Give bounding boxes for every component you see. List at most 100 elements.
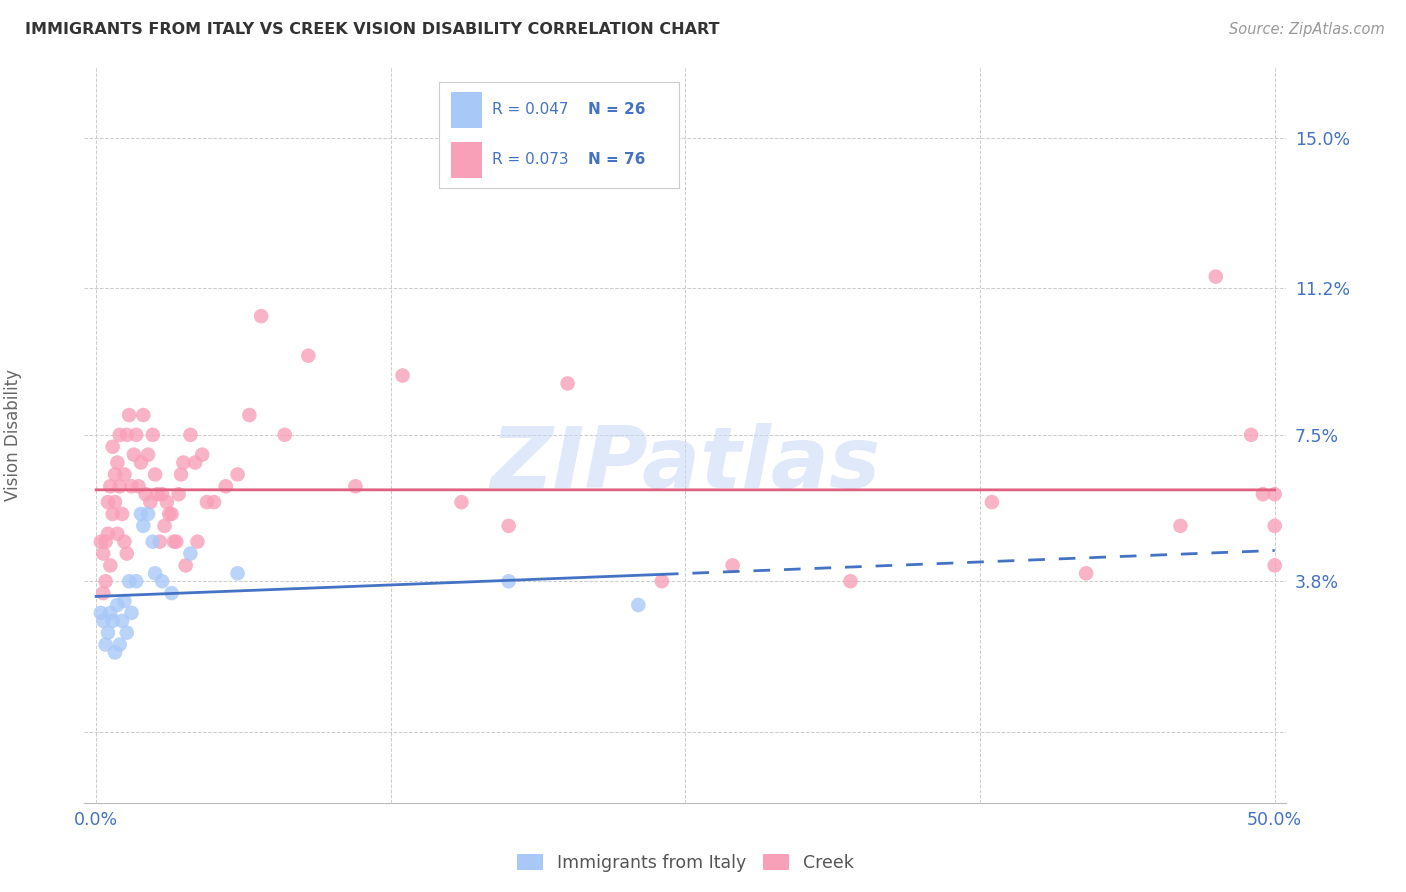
Point: [297, 349, 319, 363]
Point: [108, 638, 131, 652]
Point: [450, 495, 472, 509]
Point: [1170, 519, 1192, 533]
Point: [94, 574, 117, 589]
Point: [153, 519, 176, 533]
Point: [1264, 487, 1286, 501]
Point: [115, 547, 138, 561]
Point: [129, 456, 152, 470]
Point: [157, 507, 180, 521]
Point: [163, 534, 186, 549]
Point: [104, 645, 127, 659]
Point: [557, 376, 579, 391]
Point: [179, 547, 201, 561]
Point: [111, 507, 134, 521]
Point: [104, 467, 127, 482]
Point: [91, 614, 114, 628]
Point: [104, 495, 127, 509]
Point: [226, 467, 249, 482]
Point: [115, 428, 138, 442]
Point: [118, 574, 141, 589]
Point: [94, 534, 117, 549]
Point: [186, 534, 208, 549]
Point: [143, 467, 166, 482]
Point: [1240, 428, 1263, 442]
Point: [1264, 519, 1286, 533]
Point: [114, 534, 135, 549]
Point: [136, 448, 159, 462]
Point: [142, 534, 165, 549]
Point: [105, 526, 128, 541]
Point: [114, 594, 135, 608]
Point: [125, 574, 148, 589]
Point: [651, 574, 673, 589]
Text: IMMIGRANTS FROM ITALY VS CREEK VISION DISABILITY CORRELATION CHART: IMMIGRANTS FROM ITALY VS CREEK VISION DI…: [25, 22, 720, 37]
Point: [101, 614, 124, 628]
Point: [170, 467, 193, 482]
Point: [195, 495, 218, 509]
Point: [114, 467, 135, 482]
Point: [121, 479, 143, 493]
Point: [115, 625, 138, 640]
Point: [160, 586, 183, 600]
Legend: Immigrants from Italy, Creek: Immigrants from Italy, Creek: [510, 847, 860, 879]
Point: [132, 408, 155, 422]
Point: [101, 440, 124, 454]
Point: [97, 495, 120, 509]
Point: [498, 519, 520, 533]
Point: [143, 566, 166, 581]
Point: [139, 495, 162, 509]
Point: [98, 558, 121, 573]
Point: [108, 479, 131, 493]
Point: [135, 487, 157, 501]
Point: [97, 526, 120, 541]
Point: [250, 309, 273, 323]
Point: [179, 428, 201, 442]
Point: [165, 534, 187, 549]
Point: [191, 448, 214, 462]
Point: [1251, 487, 1274, 501]
Point: [344, 479, 367, 493]
Point: [98, 479, 121, 493]
Point: [202, 495, 225, 509]
Point: [97, 625, 120, 640]
Point: [108, 428, 131, 442]
Point: [172, 456, 194, 470]
Point: [273, 428, 295, 442]
Point: [90, 534, 112, 549]
Point: [122, 448, 145, 462]
Point: [150, 487, 173, 501]
Point: [136, 507, 159, 521]
Text: ZIPatlas: ZIPatlas: [491, 423, 880, 506]
Point: [105, 598, 128, 612]
Point: [129, 507, 152, 521]
Point: [980, 495, 1002, 509]
Point: [101, 507, 124, 521]
Point: [150, 574, 173, 589]
Point: [111, 614, 134, 628]
Point: [1205, 269, 1227, 284]
Point: [160, 507, 183, 521]
Point: [105, 456, 128, 470]
Point: [125, 428, 148, 442]
Point: [1076, 566, 1098, 581]
Point: [226, 566, 249, 581]
Point: [94, 638, 117, 652]
Point: [174, 558, 197, 573]
Point: [1264, 558, 1286, 573]
Point: [91, 547, 114, 561]
Text: Source: ZipAtlas.com: Source: ZipAtlas.com: [1229, 22, 1385, 37]
Point: [128, 479, 150, 493]
Point: [132, 519, 155, 533]
Point: [142, 428, 165, 442]
Point: [98, 606, 121, 620]
Point: [498, 574, 520, 589]
Point: [156, 495, 179, 509]
Point: [839, 574, 862, 589]
Point: [627, 598, 650, 612]
Point: [391, 368, 413, 383]
Point: [121, 606, 143, 620]
Point: [146, 487, 169, 501]
Point: [184, 456, 207, 470]
Point: [167, 487, 190, 501]
Point: [721, 558, 744, 573]
